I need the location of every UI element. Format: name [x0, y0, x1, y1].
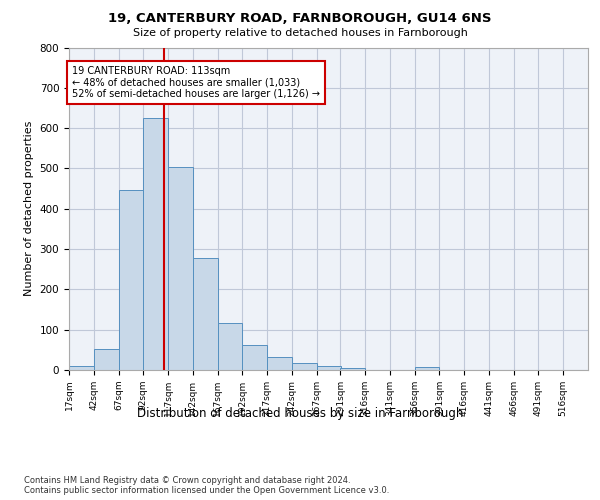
Bar [340, 368, 365, 370]
Text: 19, CANTERBURY ROAD, FARNBOROUGH, GU14 6NS: 19, CANTERBURY ROAD, FARNBOROUGH, GU14 6… [108, 12, 492, 26]
Bar [415, 367, 439, 370]
Bar [193, 258, 218, 370]
Bar [218, 323, 242, 370]
Bar [317, 366, 341, 370]
Text: Distribution of detached houses by size in Farnborough: Distribution of detached houses by size … [137, 408, 463, 420]
Text: 19 CANTERBURY ROAD: 113sqm
← 48% of detached houses are smaller (1,033)
52% of s: 19 CANTERBURY ROAD: 113sqm ← 48% of deta… [72, 66, 320, 99]
Bar [143, 118, 168, 370]
Bar [119, 190, 143, 370]
Y-axis label: Number of detached properties: Number of detached properties [24, 121, 34, 296]
Text: Size of property relative to detached houses in Farnborough: Size of property relative to detached ho… [133, 28, 467, 38]
Bar [242, 344, 267, 370]
Bar [267, 357, 292, 370]
Bar [168, 167, 193, 370]
Bar [292, 363, 317, 370]
Text: Contains HM Land Registry data © Crown copyright and database right 2024.
Contai: Contains HM Land Registry data © Crown c… [24, 476, 389, 495]
Bar [94, 348, 119, 370]
Bar [69, 366, 94, 370]
